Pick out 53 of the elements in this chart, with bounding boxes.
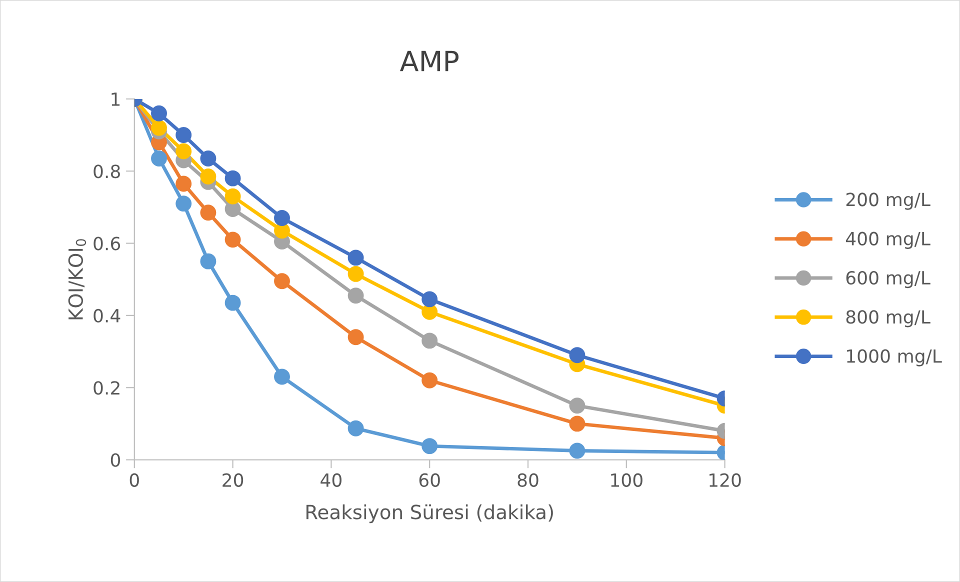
point: [176, 196, 192, 212]
point: [274, 210, 290, 226]
point: [569, 398, 586, 414]
point: [569, 416, 586, 432]
chart-title: AMP: [400, 50, 459, 72]
legend-label: 1000 mg/L: [847, 349, 942, 366]
point: [348, 266, 364, 282]
y-axis-title: KOI/KOI$_{0}$: [68, 239, 86, 320]
point: [422, 304, 438, 320]
point: [348, 288, 364, 304]
point: [422, 372, 438, 388]
y-tick-label: 0.8: [94, 164, 120, 178]
point: [200, 168, 216, 184]
point: [224, 232, 241, 248]
point: [176, 143, 192, 160]
legend-label: 200 mg/L: [846, 192, 930, 210]
x-tick-label: 120: [710, 473, 741, 487]
point: [274, 273, 290, 290]
legend-label: 800 mg/L: [846, 310, 930, 328]
point: [274, 368, 290, 385]
point: [151, 105, 167, 122]
point: [200, 204, 216, 221]
point: [569, 347, 586, 364]
point: [348, 250, 364, 266]
point: [224, 188, 241, 204]
y-tick-label: 1: [112, 92, 120, 106]
x-tick-label: 0: [130, 473, 139, 487]
x-tick-label: 40: [320, 473, 342, 487]
point: [200, 150, 216, 166]
y-tick-label: 0.6: [94, 236, 120, 250]
point: [348, 329, 364, 346]
point: [151, 120, 167, 136]
legend-label: 600 mg/L: [846, 270, 930, 288]
y-tick-label: 0.4: [94, 308, 120, 323]
x-tick-label: 80: [518, 473, 538, 487]
point: [422, 332, 438, 349]
point: [176, 176, 192, 192]
x-tick-label: 20: [222, 473, 244, 487]
point: [348, 420, 364, 436]
point: [176, 127, 192, 143]
point: [422, 291, 438, 308]
x-tick-label: 60: [419, 473, 440, 487]
y-tick-label: 0: [110, 453, 120, 467]
point: [224, 294, 241, 311]
y-tick-label: 0.2: [94, 381, 120, 395]
point: [200, 253, 216, 270]
x-tick-label: 100: [611, 473, 642, 487]
point: [569, 442, 586, 459]
x-axis-title: Reaksiyon Süresi (dakika): [306, 504, 553, 524]
legend-label: 400 mg/L: [846, 232, 930, 249]
point: [224, 170, 241, 186]
point: [422, 438, 438, 454]
point: [151, 150, 167, 166]
